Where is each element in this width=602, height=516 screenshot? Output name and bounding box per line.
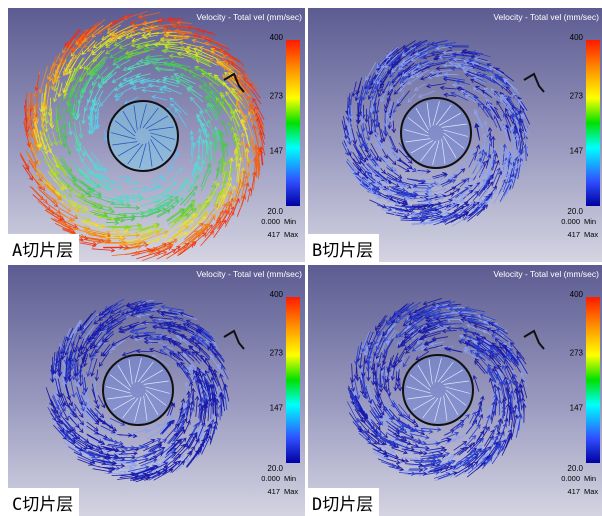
max-value: 417 [567,487,580,496]
legend-title: Velocity - Total vel (mm/sec) [196,12,302,22]
panel-label: B切片层 [308,234,379,262]
max-label: Max [584,487,598,496]
color-bar [286,40,300,206]
max-value: 417 [267,230,280,239]
panel-label: A切片层 [8,234,79,262]
color-bar-tick: 400 [570,33,584,42]
min-value: 0.000 [261,474,280,483]
panel: Velocity - Total vel (mm/sec) 400 273 147 20… [8,8,305,262]
color-bar-tick: 20.0 [567,464,583,473]
color-bar-tick: 400 [570,290,584,299]
color-bar-tick: 20.0 [267,464,283,473]
legend-title: Velocity - Total vel (mm/sec) [196,269,302,279]
legend-title: Velocity - Total vel (mm/sec) [493,269,599,279]
min-label: Min [584,474,596,483]
min-label: Min [284,217,296,226]
min-value: 0.000 [261,217,280,226]
min-label: Min [584,217,596,226]
panel: Velocity - Total vel (mm/sec) 400 273 147 20… [8,265,305,516]
figure: Velocity - Total vel (mm/sec) 400 273 147 20… [0,0,602,516]
color-bar-tick: 20.0 [267,207,283,216]
color-bar-tick: 147 [570,147,584,156]
max-label: Max [284,230,298,239]
legend-title: Velocity - Total vel (mm/sec) [493,12,599,22]
color-bar-tick: 273 [270,91,284,100]
min-label: Min [284,474,296,483]
max-value: 417 [567,230,580,239]
max-label: Max [284,487,298,496]
color-bar [586,297,600,463]
color-bar-tick: 400 [270,290,284,299]
plot: Velocity - Total vel (mm/sec) 400 273 147 20… [8,265,305,516]
color-bar-tick: 400 [270,33,284,42]
min-value: 0.000 [561,217,580,226]
color-bar [586,40,600,206]
hub-fill [404,356,472,424]
panel-label: C切片层 [8,488,79,516]
min-value: 0.000 [561,474,580,483]
plot: Velocity - Total vel (mm/sec) 400 273 147 20… [308,8,602,262]
max-label: Max [584,230,598,239]
max-value: 417 [267,487,280,496]
plot: Velocity - Total vel (mm/sec) 400 273 147 20… [8,8,305,262]
color-bar-tick: 147 [270,147,284,156]
panel-label: D切片层 [308,488,379,516]
hub-fill [402,99,470,167]
color-bar-tick: 20.0 [567,207,583,216]
color-bar-tick: 273 [270,348,284,357]
hub-fill [104,356,172,424]
color-bar-tick: 147 [270,404,284,413]
hub-fill [109,102,177,170]
color-bar-tick: 273 [570,348,584,357]
plot: Velocity - Total vel (mm/sec) 400 273 147 20… [308,265,602,516]
panel: Velocity - Total vel (mm/sec) 400 273 147 20… [308,8,602,262]
color-bar-tick: 147 [570,404,584,413]
color-bar-tick: 273 [570,91,584,100]
color-bar [286,297,300,463]
panel: Velocity - Total vel (mm/sec) 400 273 147 20… [308,265,602,516]
